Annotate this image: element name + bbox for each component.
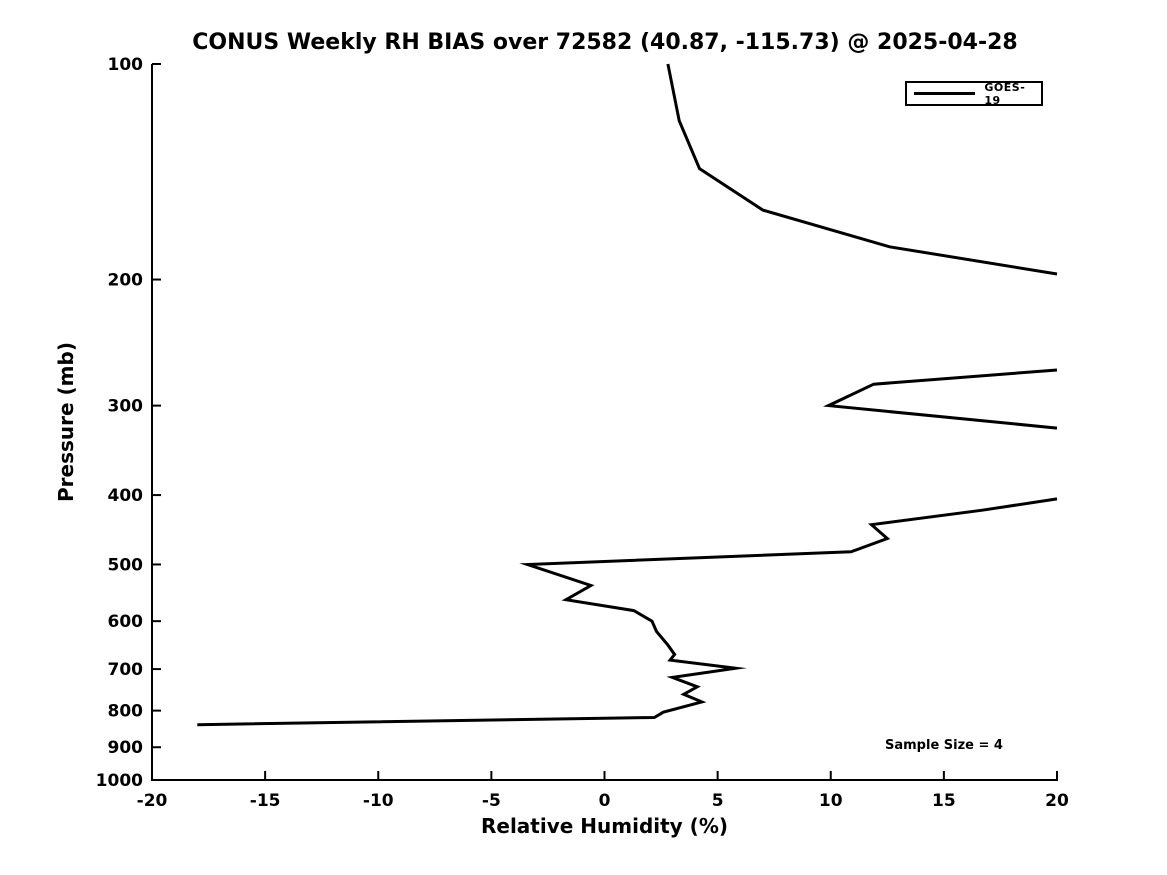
data-line-goes-19 <box>666 63 1058 276</box>
legend: GOES-19 <box>905 80 1043 107</box>
data-line-goes-19 <box>197 497 1058 727</box>
legend-line-sample <box>914 92 976 95</box>
x-axis-label: Relative Humidity (%) <box>480 814 729 838</box>
y-tick-label: 800 <box>108 702 144 722</box>
y-tick-label: 900 <box>108 738 144 758</box>
x-tick-label: 15 <box>932 791 956 811</box>
y-tick-label: 700 <box>108 660 144 680</box>
x-tick-label: -10 <box>363 791 394 811</box>
y-tick-label: 100 <box>108 55 144 75</box>
y-tick-label: 500 <box>108 555 144 575</box>
chart-title: CONUS Weekly RH BIAS over 72582 (40.87, … <box>192 30 1018 55</box>
sample-size-annotation: Sample Size = 4 <box>885 738 1003 753</box>
x-tick-label: 0 <box>599 791 611 811</box>
legend-label: GOES-19 <box>984 80 1026 107</box>
x-tick-label: -5 <box>482 791 501 811</box>
y-tick-label: 200 <box>108 271 144 291</box>
x-tick-label: 5 <box>712 791 724 811</box>
y-tick-label: 600 <box>108 612 144 632</box>
x-tick-label: -15 <box>250 791 281 811</box>
y-tick-label: 300 <box>108 397 144 417</box>
x-tick-label: 20 <box>1045 791 1069 811</box>
x-tick-label: -20 <box>137 791 168 811</box>
y-tick-label: 400 <box>108 486 144 506</box>
y-tick-label: 1000 <box>96 771 143 791</box>
data-line-goes-19 <box>822 368 1058 430</box>
x-tick-label: 10 <box>819 791 843 811</box>
